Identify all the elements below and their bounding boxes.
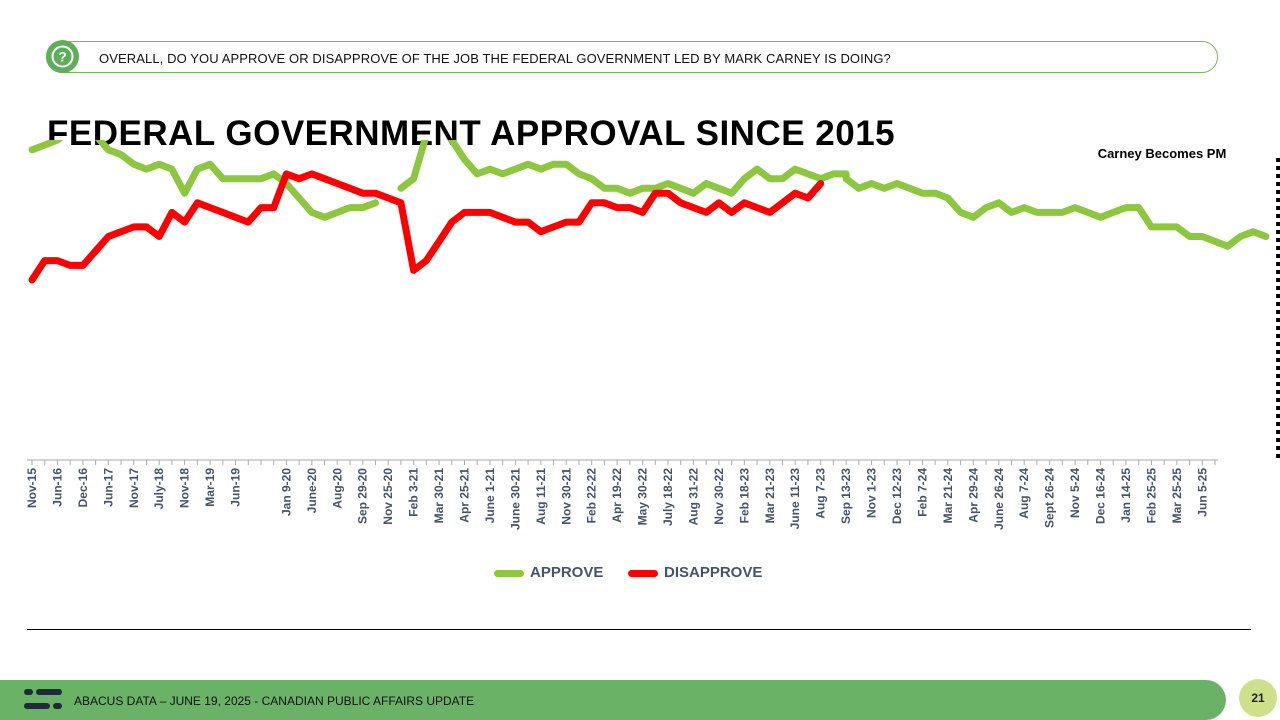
- x-tick-label: Jun-17: [101, 468, 115, 507]
- x-tick-label: Apr 29-24: [966, 468, 980, 523]
- series-line-disapprove: [28, 170, 825, 284]
- x-tick-label: Nov 25-20: [381, 468, 395, 525]
- footer-divider: [27, 629, 1251, 630]
- x-tick-label: Feb 18-23: [737, 468, 751, 524]
- x-tick-label: Nov 5-24: [1068, 468, 1082, 518]
- x-tick-label: Nov 30-21: [559, 468, 573, 525]
- abacus-logo-icon: [24, 689, 62, 709]
- x-tick-label: Aug-20: [330, 468, 344, 509]
- x-tick-label: Sept 26-24: [1043, 468, 1057, 528]
- footer-bar: [0, 680, 1226, 720]
- x-tick-label: Jun 5-25: [1195, 468, 1209, 517]
- x-tick-label: Sep 29-20: [356, 468, 370, 524]
- x-tick-label: May 30-22: [636, 468, 650, 526]
- x-tick-label: Aug 31-22: [687, 468, 701, 526]
- x-tick-label: Dec-16: [76, 468, 90, 508]
- question-circle-icon: ?: [46, 40, 79, 73]
- x-tick-label: Nov 30-22: [712, 468, 726, 525]
- x-tick-label: June-20: [305, 468, 319, 514]
- legend-label-disapprove: DISAPPROVE: [664, 564, 763, 581]
- x-tick-label: June 30-21: [508, 468, 522, 530]
- x-tick-label: June 26-24: [992, 468, 1006, 530]
- x-tick-label: Feb 25-25: [1144, 468, 1158, 524]
- x-tick-label: July 18-22: [661, 468, 675, 526]
- legend-label-approve: APPROVE: [530, 564, 604, 581]
- x-tick-label: Feb 22-22: [585, 468, 599, 524]
- series-line-approve: [28, 140, 1270, 250]
- annotation-label: Carney Becomes PM: [1098, 146, 1227, 161]
- x-tick-label: Jun-16: [50, 468, 64, 507]
- x-tick-label: June 1-21: [483, 468, 497, 524]
- x-tick-label: Feb 3-21: [407, 468, 421, 517]
- x-tick-label: Aug 7-24: [1017, 468, 1031, 519]
- page-number: 21: [1239, 679, 1277, 717]
- x-tick-label: Mar 21-23: [763, 468, 777, 524]
- legend-swatch-disapprove: [628, 570, 658, 577]
- approval-line-chart: Carney Becomes PM Nov-15 Jun-16 Dec-16 Jun-1…: [25, 140, 1280, 530]
- x-tick-label: Apr 19-22: [610, 468, 624, 523]
- x-tick-label: Feb 7-24: [915, 468, 929, 517]
- x-tick-label: Sep 13-23: [839, 468, 853, 524]
- x-tick-label: Dec 16-24: [1094, 468, 1108, 524]
- x-tick-label: Jan 14-25: [1119, 468, 1133, 523]
- footer-text: ABACUS DATA – JUNE 19, 2025 - CANADIAN P…: [74, 694, 475, 708]
- x-tick-label: Mar 25-25: [1170, 468, 1184, 524]
- x-tick-label: Mar-19: [203, 468, 217, 507]
- x-tick-label: Jun-19: [229, 468, 243, 507]
- x-tick-label: June 11-23: [788, 468, 802, 530]
- x-tick-label: Mar 21-24: [941, 468, 955, 524]
- x-tick-label: Nov-15: [25, 468, 39, 508]
- chart-title: FEDERAL GOVERNMENT APPROVAL SINCE 2015: [47, 114, 896, 153]
- x-tick-label: Nov 1-23: [865, 468, 879, 518]
- svg-text:?: ?: [58, 49, 67, 65]
- x-tick-label: Jan 9-20: [279, 468, 293, 516]
- x-tick-label: July-18: [152, 468, 166, 510]
- chart-legend: APPROVE DISAPPROVE: [0, 562, 1280, 584]
- legend-swatch-approve: [494, 570, 524, 577]
- question-text: OVERALL, DO YOU APPROVE OR DISAPPROVE OF…: [99, 51, 891, 66]
- x-tick-label: Mar 30-21: [432, 468, 446, 524]
- x-tick-label: Apr 25-21: [458, 468, 472, 523]
- question-banner: ? OVERALL, DO YOU APPROVE OR DISAPPROVE …: [46, 40, 1218, 73]
- x-tick-label: Nov-17: [127, 468, 141, 508]
- x-tick-label: Aug 11-21: [534, 468, 548, 525]
- x-tick-label: Nov-18: [178, 468, 192, 508]
- x-tick-label: Aug 7-23: [814, 468, 828, 519]
- x-tick-label: Dec 12-23: [890, 468, 904, 524]
